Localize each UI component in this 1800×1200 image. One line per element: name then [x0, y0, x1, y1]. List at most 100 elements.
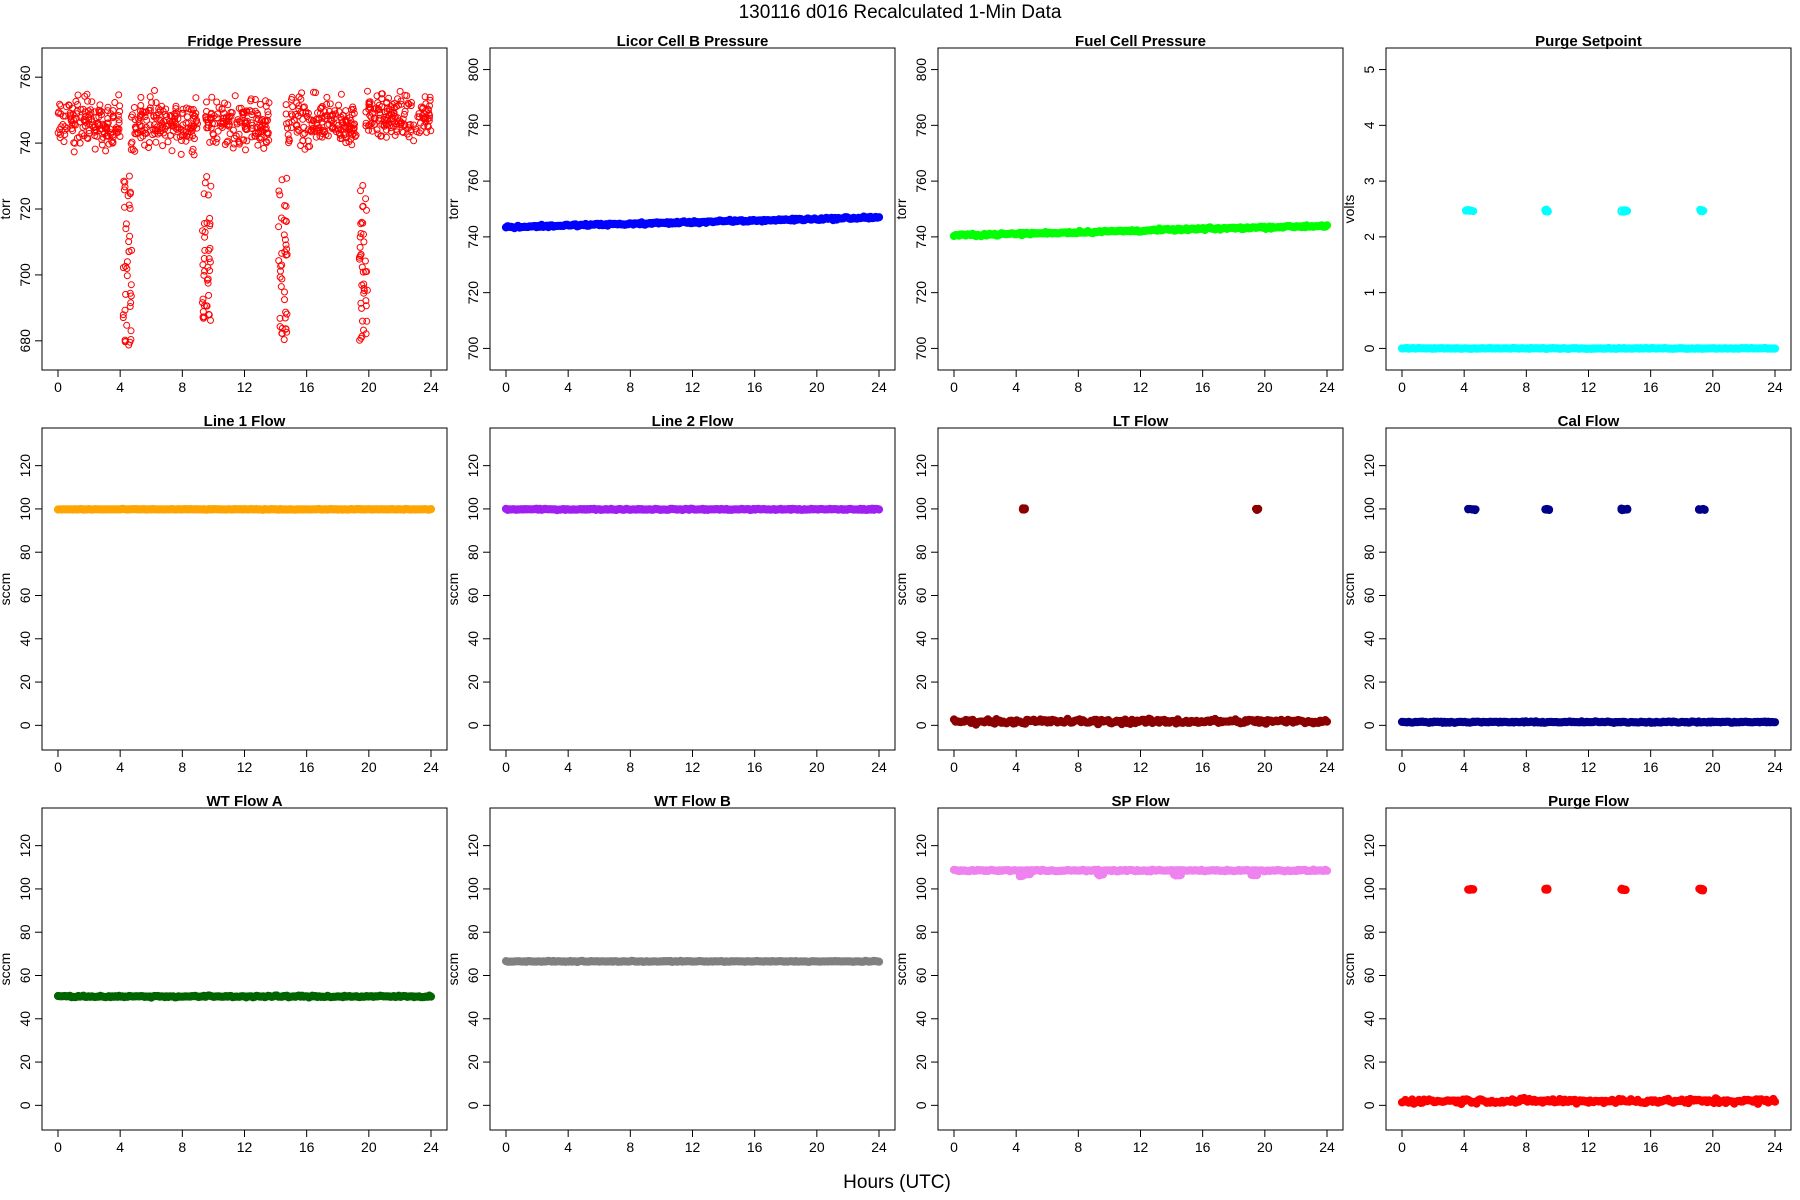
x-tick-label: 12	[685, 379, 701, 395]
data-point	[56, 134, 64, 142]
data-point	[230, 140, 238, 148]
x-tick-label: 16	[299, 1139, 315, 1155]
x-tick-label: 12	[1581, 759, 1597, 775]
data-point	[137, 93, 145, 101]
data-point	[278, 275, 286, 283]
data-point	[366, 100, 373, 108]
panel-title: Cal Flow	[1558, 413, 1620, 430]
data-point	[310, 88, 317, 96]
data-points	[949, 865, 1332, 881]
data-point	[137, 134, 145, 142]
y-tick-label: 700	[913, 337, 929, 361]
x-tick-label: 20	[1705, 1139, 1721, 1155]
y-tick-label: 5	[1361, 65, 1377, 73]
data-point	[426, 93, 434, 101]
x-tick-label: 24	[871, 1139, 887, 1155]
panel-wt-flow-a: WT Flow A 0 4 8 12 16 20 24 0 20 40 60 80 100 120 sccm	[0, 793, 448, 1155]
y-tick-label: 800	[465, 58, 481, 82]
panel-title: SP Flow	[1111, 793, 1169, 810]
data-point	[278, 324, 286, 332]
y-tick-label: 40	[17, 631, 33, 647]
data-point	[280, 231, 288, 239]
x-tick-label: 20	[809, 1139, 825, 1155]
data-point	[276, 314, 284, 322]
data-point	[98, 111, 105, 119]
data-point	[292, 122, 300, 130]
data-point	[119, 314, 127, 322]
x-tick-label: 12	[1133, 1139, 1149, 1155]
data-point	[370, 105, 378, 113]
data-point	[1770, 1097, 1780, 1106]
data-point	[362, 119, 370, 127]
data-point	[366, 104, 374, 112]
x-tick-label: 0	[54, 379, 62, 395]
data-point	[55, 108, 63, 116]
data-point	[254, 141, 262, 149]
data-point	[128, 113, 135, 121]
data-point	[68, 119, 76, 127]
data-point	[123, 321, 131, 329]
x-tick-label: 16	[299, 759, 315, 775]
data-point	[235, 140, 243, 148]
data-point	[393, 120, 401, 128]
data-point	[1252, 871, 1262, 880]
data-point	[88, 98, 96, 106]
data-point	[288, 118, 296, 126]
data-point	[142, 130, 150, 137]
plot-frame	[489, 47, 896, 371]
x-tick-label: 8	[178, 1139, 186, 1155]
y-tick-label: 760	[465, 169, 481, 193]
x-tick-label: 8	[178, 759, 186, 775]
y-tick-label: 60	[913, 587, 929, 603]
y-tick-label: 0	[465, 721, 481, 729]
data-point	[363, 286, 371, 294]
data-point	[350, 109, 358, 117]
y-tick-label: 100	[913, 497, 929, 521]
x-tick-label: 24	[1767, 759, 1783, 775]
data-point	[159, 142, 167, 150]
data-point	[362, 297, 370, 305]
data-point	[384, 114, 392, 122]
x-tick-label: 8	[1074, 379, 1082, 395]
data-point	[323, 121, 331, 129]
data-point	[204, 275, 212, 283]
x-tick-label: 4	[564, 379, 572, 395]
data-point	[103, 119, 111, 127]
data-point	[70, 148, 78, 156]
x-tick-label: 4	[1460, 379, 1468, 395]
data-point	[323, 100, 331, 108]
data-point	[199, 227, 206, 235]
panel-title: Licor Cell B Pressure	[617, 33, 769, 50]
x-tick-label: 0	[950, 1139, 958, 1155]
data-point	[280, 336, 288, 344]
data-point	[386, 122, 394, 130]
x-tick-label: 4	[116, 379, 124, 395]
x-tick-label: 0	[54, 759, 62, 775]
data-point	[1770, 344, 1780, 353]
data-point	[103, 132, 110, 140]
data-point	[190, 151, 198, 159]
data-point	[378, 132, 385, 140]
data-point	[200, 190, 208, 198]
plot-frame	[489, 427, 896, 751]
data-point	[317, 109, 324, 117]
panel-sp-flow: SP Flow 0 4 8 12 16 20 24 0 20 40 60 80 100 120 sccm	[893, 793, 1344, 1155]
data-point	[112, 125, 120, 133]
data-point	[235, 130, 243, 138]
data-point	[136, 111, 144, 119]
data-point	[206, 267, 214, 275]
data-point	[1467, 884, 1475, 893]
data-point	[178, 109, 186, 117]
data-point	[65, 101, 73, 109]
data-point	[200, 271, 208, 279]
data-point	[263, 129, 271, 137]
data-point	[363, 206, 370, 214]
data-point	[415, 110, 423, 118]
data-point	[357, 187, 364, 195]
data-point	[125, 248, 133, 256]
data-point	[1698, 206, 1707, 215]
y-tick-label: 680	[17, 329, 33, 353]
